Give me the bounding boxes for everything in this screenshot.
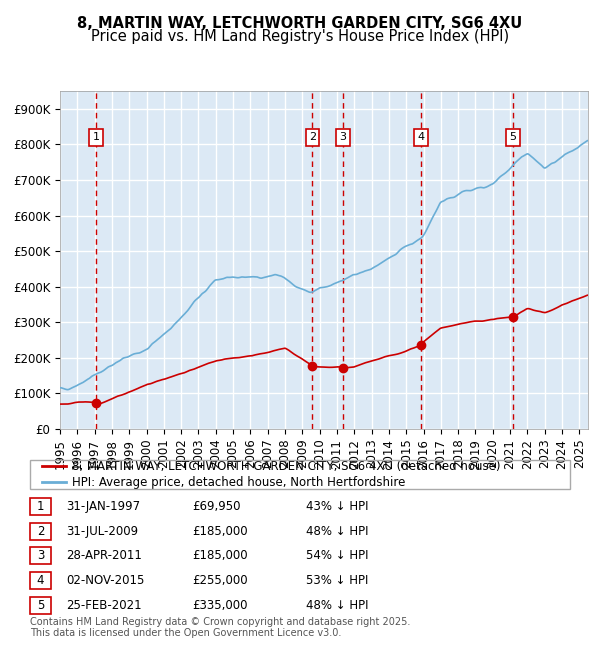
Text: £335,000: £335,000 (192, 599, 248, 612)
Text: 31-JAN-1997: 31-JAN-1997 (66, 500, 140, 513)
Text: 8, MARTIN WAY, LETCHWORTH GARDEN CITY, SG6 4XU (detached house): 8, MARTIN WAY, LETCHWORTH GARDEN CITY, S… (72, 460, 500, 473)
Text: 5: 5 (37, 599, 44, 612)
Text: 02-NOV-2015: 02-NOV-2015 (66, 574, 145, 587)
Text: 43% ↓ HPI: 43% ↓ HPI (306, 500, 368, 513)
Text: 1: 1 (37, 500, 44, 513)
Text: 2: 2 (37, 525, 44, 538)
Text: 3: 3 (37, 549, 44, 562)
Text: £185,000: £185,000 (192, 525, 248, 538)
Text: £185,000: £185,000 (192, 549, 248, 562)
Text: 48% ↓ HPI: 48% ↓ HPI (306, 599, 368, 612)
Text: Contains HM Land Registry data © Crown copyright and database right 2025.
This d: Contains HM Land Registry data © Crown c… (30, 617, 410, 638)
Text: 1: 1 (92, 132, 100, 142)
Text: Price paid vs. HM Land Registry's House Price Index (HPI): Price paid vs. HM Land Registry's House … (91, 29, 509, 44)
Text: 48% ↓ HPI: 48% ↓ HPI (306, 525, 368, 538)
Text: 5: 5 (509, 132, 516, 142)
Text: 54% ↓ HPI: 54% ↓ HPI (306, 549, 368, 562)
Text: 4: 4 (37, 574, 44, 587)
Text: 31-JUL-2009: 31-JUL-2009 (66, 525, 138, 538)
Text: 53% ↓ HPI: 53% ↓ HPI (306, 574, 368, 587)
Text: 28-APR-2011: 28-APR-2011 (66, 549, 142, 562)
Text: £69,950: £69,950 (192, 500, 241, 513)
Text: 2: 2 (309, 132, 316, 142)
Text: 4: 4 (417, 132, 424, 142)
Text: £255,000: £255,000 (192, 574, 248, 587)
Text: HPI: Average price, detached house, North Hertfordshire: HPI: Average price, detached house, Nort… (72, 476, 406, 489)
Text: 25-FEB-2021: 25-FEB-2021 (66, 599, 142, 612)
Text: 8, MARTIN WAY, LETCHWORTH GARDEN CITY, SG6 4XU: 8, MARTIN WAY, LETCHWORTH GARDEN CITY, S… (77, 16, 523, 31)
Text: 3: 3 (339, 132, 346, 142)
